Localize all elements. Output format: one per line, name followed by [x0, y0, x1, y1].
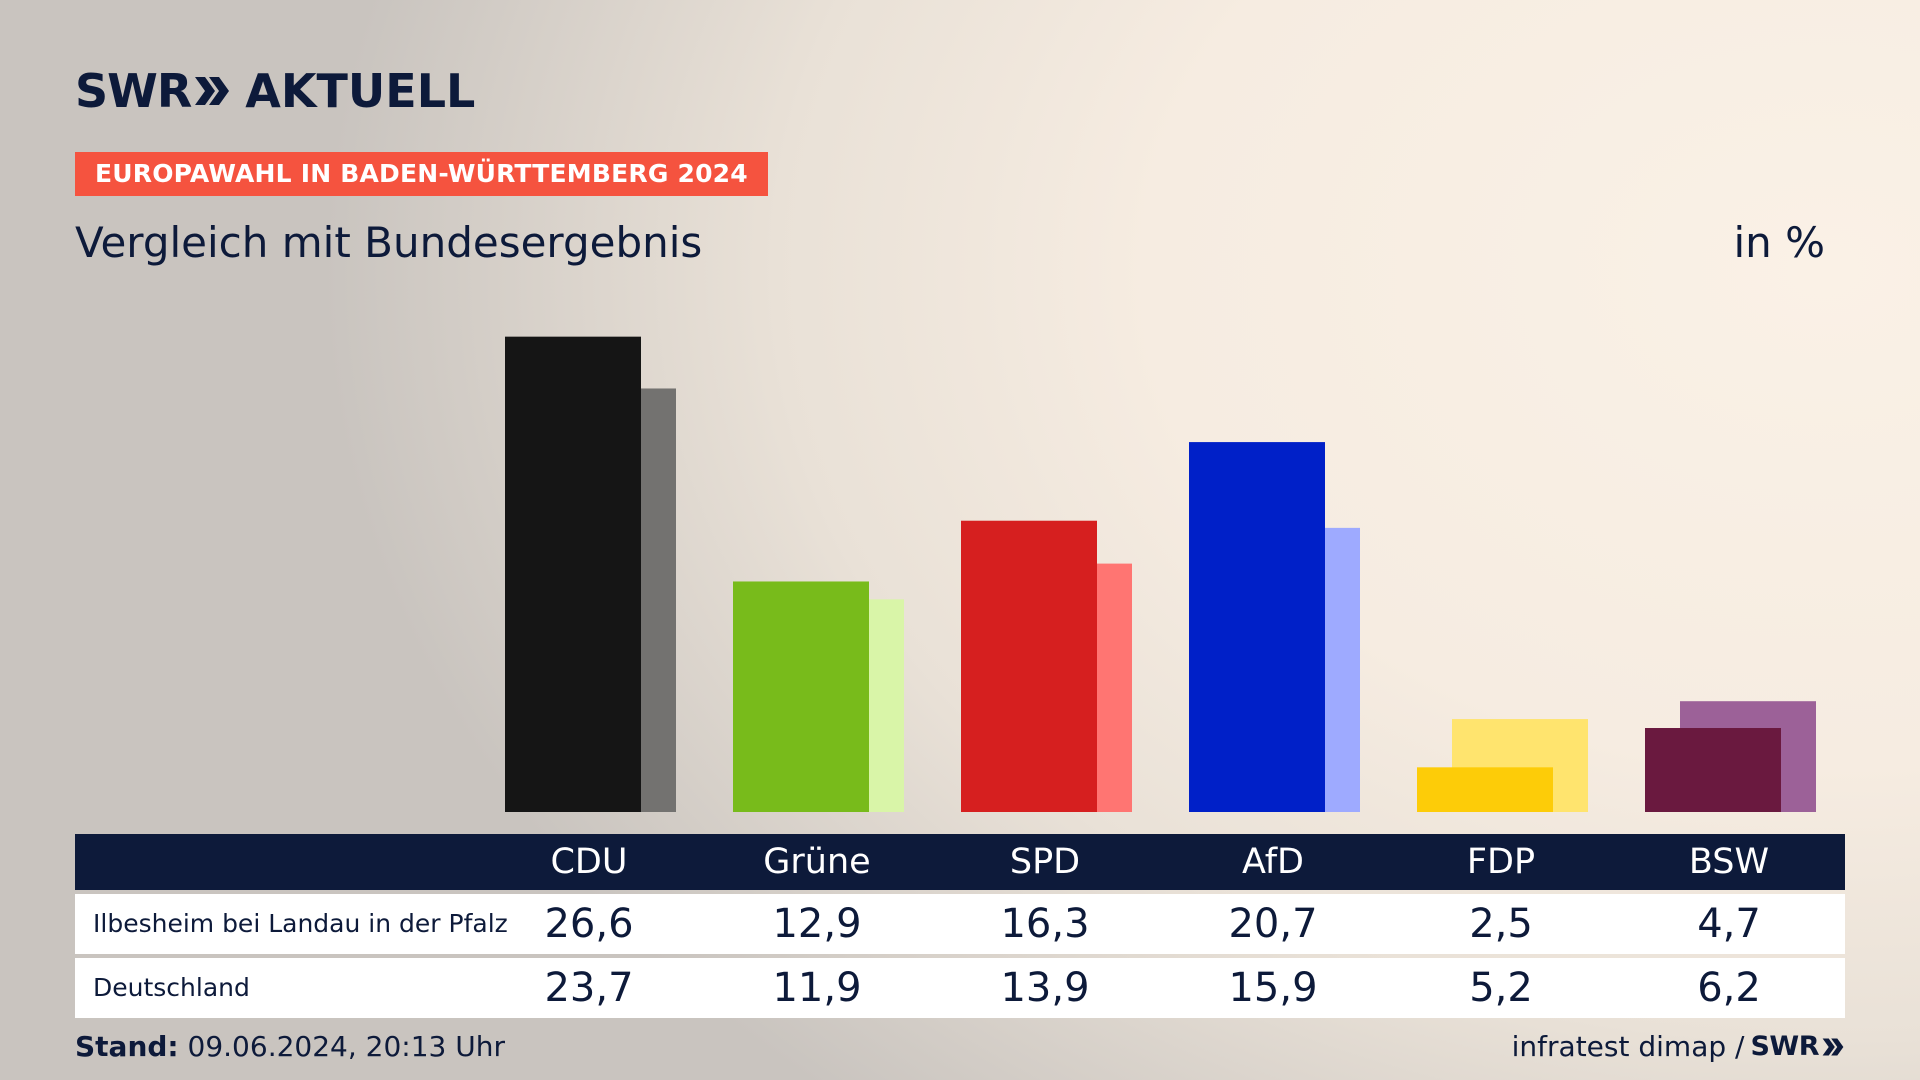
cell-value: 23,7 — [544, 965, 634, 1011]
chart-title: Vergleich mit Bundesergebnis — [75, 218, 703, 267]
bar-afd-ilbesheim — [1189, 442, 1325, 812]
table-row: Deutschland 23,7 11,9 13,9 15,9 5,2 6,2 — [75, 958, 1845, 1018]
bar-cdu-ilbesheim — [505, 336, 641, 812]
timestamp-value: 09.06.2024, 20:13 Uhr — [187, 1030, 505, 1063]
double-chevron-icon — [195, 77, 230, 105]
source-text: infratest dimap / — [1511, 1030, 1745, 1063]
brand-name: SWR — [75, 64, 192, 118]
cell-value: 11,9 — [772, 965, 862, 1011]
header-bsw: BSW — [1688, 842, 1770, 882]
header-afd: AfD — [1242, 842, 1304, 882]
header-cdu: CDU — [550, 842, 628, 882]
timestamp-label: Stand: — [75, 1030, 179, 1063]
election-kicker: EUROPAWAHL IN BADEN-WÜRTTEMBERG 2024 — [75, 152, 768, 196]
cell-value: 16,3 — [1000, 901, 1090, 947]
source-credit: infratest dimap / SWR — [1512, 1030, 1845, 1063]
cell-value: 5,2 — [1469, 965, 1533, 1011]
row-label: Deutschland — [93, 973, 250, 1002]
timestamp: Stand: 09.06.2024, 20:13 Uhr — [75, 1030, 505, 1063]
cell-value: 13,9 — [1000, 965, 1090, 1011]
header-spd: SPD — [1009, 842, 1081, 882]
cell-value: 26,6 — [544, 901, 634, 947]
row-label: Ilbesheim bei Landau in der Pfalz — [93, 909, 508, 938]
cell-value: 20,7 — [1228, 901, 1318, 947]
header-fdp: FDP — [1466, 842, 1536, 882]
table-row: Ilbesheim bei Landau in der Pfalz 26,6 1… — [75, 894, 1845, 954]
header-gruene: Grüne — [763, 842, 871, 882]
double-chevron-icon — [1822, 1037, 1844, 1056]
bar-spd-ilbesheim — [961, 520, 1097, 812]
cell-value: 6,2 — [1697, 965, 1761, 1011]
unit-label: in % — [1733, 218, 1825, 267]
bar-bsw-ilbesheim — [1645, 728, 1781, 812]
cell-value: 4,7 — [1697, 901, 1761, 947]
bar-fdp-ilbesheim — [1417, 767, 1553, 812]
cell-value: 15,9 — [1228, 965, 1318, 1011]
results-table: CDU Grüne SPD AfD FDP BSW Ilbesheim bei … — [75, 834, 1845, 1018]
table-header: CDU Grüne SPD AfD FDP BSW — [75, 834, 1845, 890]
cell-value: 2,5 — [1469, 901, 1533, 947]
source-brand: SWR — [1750, 1031, 1819, 1062]
cell-value: 12,9 — [772, 901, 862, 947]
brand-logo: SWR AKTUELL — [75, 64, 475, 118]
brand-product: AKTUELL — [245, 64, 476, 118]
bar-grüne-ilbesheim — [733, 581, 869, 812]
